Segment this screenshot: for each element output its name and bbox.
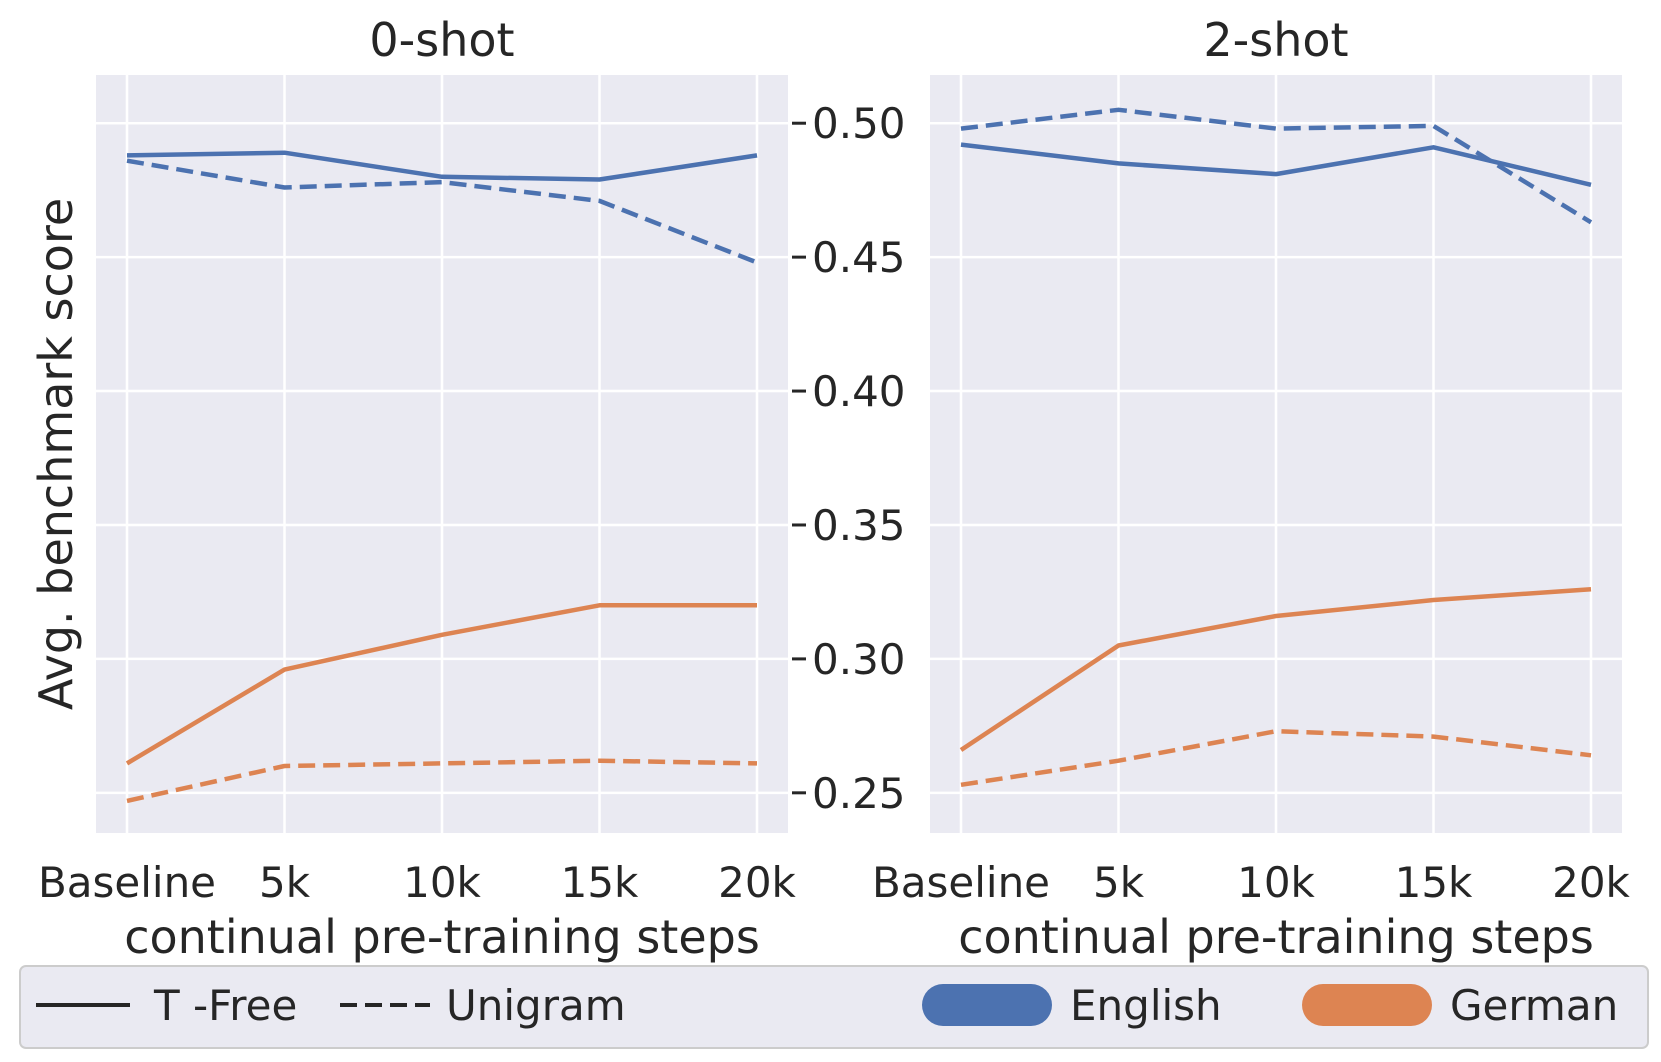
series-lines-left bbox=[125, 150, 758, 804]
legend-label-english: English bbox=[1070, 981, 1222, 1030]
panel-left-title: 0-shot bbox=[369, 13, 514, 67]
x-tick-label: 20k bbox=[1552, 858, 1630, 907]
legend: T -Free Unigram English German bbox=[19, 965, 1649, 1049]
x-tick-label: 5k bbox=[259, 858, 311, 907]
x-tick-label: 10k bbox=[403, 858, 481, 907]
x-tick-label: 20k bbox=[718, 858, 796, 907]
panel-right-title: 2-shot bbox=[1203, 13, 1348, 67]
x-tick-label: Baseline bbox=[38, 858, 216, 907]
y-axis-label: Avg. benchmark score bbox=[29, 198, 83, 710]
x-axis-label-left: continual pre-training steps bbox=[124, 910, 760, 964]
grid-left bbox=[96, 75, 788, 833]
x-axis-label-right: continual pre-training steps bbox=[958, 910, 1594, 964]
x-tick-label: 10k bbox=[1237, 858, 1315, 907]
y-tick-label: 0.30 bbox=[812, 635, 906, 684]
series-line-german-unigram bbox=[960, 728, 1592, 788]
y-tick-label: 0.25 bbox=[812, 769, 906, 818]
series-lines-right bbox=[959, 107, 1593, 788]
x-tick-label: Baseline bbox=[872, 858, 1050, 907]
series-line-german-unigram bbox=[126, 758, 758, 804]
y-axis-ticks: 0.25 0.30 0.35 0.40 0.45 0.50 bbox=[792, 99, 906, 818]
y-tick-label: 0.40 bbox=[812, 367, 906, 416]
series-line-english-unigram bbox=[960, 107, 1593, 225]
series-line-english-unigram bbox=[126, 158, 758, 265]
legend-label-tfree: T -Free bbox=[153, 981, 297, 1030]
series-line-german-tfree bbox=[959, 587, 1592, 752]
x-axis-ticks-right: Baseline 5k 10k 15k 20k bbox=[872, 858, 1631, 907]
x-tick-label: 15k bbox=[1395, 858, 1473, 907]
series-line-german-tfree bbox=[125, 603, 757, 766]
legend-label-unigram: Unigram bbox=[446, 981, 626, 1030]
x-axis-ticks-left: Baseline 5k 10k 15k 20k bbox=[38, 858, 797, 907]
x-tick-label: 5k bbox=[1093, 858, 1145, 907]
series-line-english-tfree bbox=[126, 150, 758, 182]
legend-label-german: German bbox=[1450, 981, 1618, 1030]
x-tick-label: 15k bbox=[561, 858, 639, 907]
legend-frame bbox=[19, 965, 1649, 1049]
legend-english-swatch bbox=[922, 984, 1052, 1026]
y-tick-label: 0.35 bbox=[812, 501, 906, 550]
legend-german-swatch bbox=[1302, 984, 1432, 1026]
grid-right bbox=[930, 75, 1622, 833]
y-tick-label: 0.50 bbox=[812, 99, 906, 148]
y-tick-label: 0.45 bbox=[812, 233, 906, 282]
